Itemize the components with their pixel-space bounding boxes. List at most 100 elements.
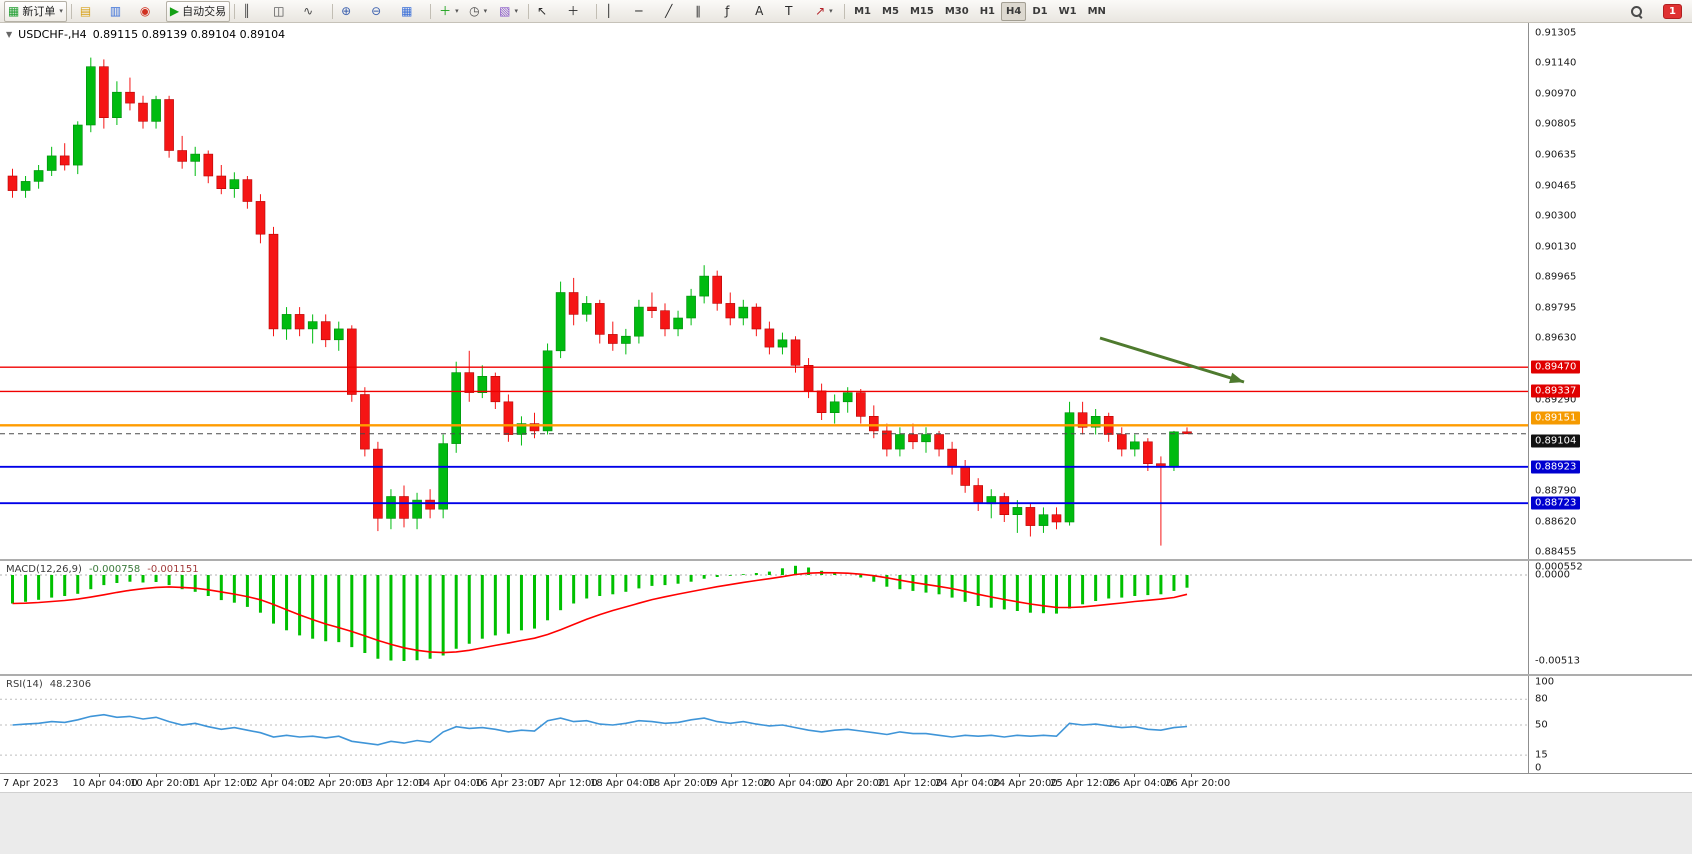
bull-candle [1169, 431, 1179, 468]
bear-candle [255, 201, 266, 235]
rsi-chart[interactable] [0, 676, 1528, 773]
bear-candle [999, 496, 1010, 516]
time-axis-label: 17 Apr 12:00 [532, 778, 598, 789]
crosshair-button[interactable]: ＋ [563, 1, 592, 22]
zoom-out-button[interactable]: ⊖ [367, 1, 396, 22]
candlestick-chart[interactable] [0, 23, 1528, 559]
time-axis-label: 13 Apr 12:00 [360, 778, 426, 789]
macd-axis-label: 0.000552 [1535, 561, 1583, 573]
time-axis-tick [1133, 774, 1135, 777]
bull-candle [581, 303, 592, 315]
price-line-label: 0.89104 [1531, 434, 1581, 448]
bull-candle [112, 91, 122, 118]
bear-candle [177, 150, 187, 162]
bear-candle [725, 303, 736, 319]
periods-button[interactable]: ◷ ▾ [465, 1, 494, 22]
time-axis-tick [501, 774, 502, 777]
line-chart-button[interactable]: ∿ [299, 1, 328, 22]
time-axis-tick [846, 774, 847, 777]
zoom-in-button[interactable]: ⊕ [337, 1, 366, 22]
time-axis-tick [558, 774, 560, 777]
text-label-icon: T [785, 4, 793, 18]
bear-candle [607, 334, 618, 344]
bear-candle [594, 303, 605, 335]
community-button[interactable]: ◉ [136, 1, 165, 22]
macd-signal-value: -0.001151 [147, 564, 199, 575]
timeframe-h1-button[interactable]: H1 [979, 5, 996, 17]
notification-badge[interactable]: 1 [1663, 3, 1682, 19]
timeframe-mn-button[interactable]: MN [1087, 5, 1106, 17]
fibonacci-button[interactable]: ƒ [721, 1, 750, 22]
time-axis-tick [213, 774, 215, 777]
bear-candle [1117, 434, 1127, 450]
equidistant-channel-button[interactable]: ∥ [691, 1, 720, 22]
macd-chart[interactable] [0, 561, 1528, 674]
rsi-value: 48.2306 [49, 679, 92, 690]
zoom-out-icon: ⊖ [371, 4, 382, 18]
bull-candle [46, 155, 57, 171]
time-axis[interactable]: 7 Apr 2023 10 Apr 04:00 10 Apr 20:00 11 Apr… [0, 773, 1692, 792]
bear-candle [464, 372, 475, 393]
timeframe-m5-button[interactable]: M5 [882, 5, 899, 17]
price-axis-label: 0.88790 [1535, 485, 1577, 497]
bar-chart-button[interactable]: ║ [239, 1, 268, 22]
clock-icon: ◷ [469, 4, 480, 18]
timeframe-h4-button[interactable]: H4 [1001, 1, 1027, 21]
bull-candle [438, 443, 449, 510]
time-axis-label: 25 Apr 12:00 [1050, 778, 1116, 789]
bear-candle [346, 328, 357, 395]
text-label-button[interactable]: T [781, 1, 810, 22]
cursor-button[interactable]: ↖ [533, 1, 562, 22]
time-axis-tick [961, 774, 962, 777]
panel-splitter[interactable] [0, 674, 1692, 676]
price-line-label: 0.88923 [1531, 460, 1581, 474]
bear-candle [399, 496, 409, 519]
bull-candle [386, 496, 396, 519]
timeframe-w1-button[interactable]: W1 [1058, 5, 1077, 17]
bear-candle [425, 499, 435, 510]
search-button[interactable] [1626, 1, 1655, 22]
rsi-panel: RSI(14) 48.2306 100 80 50 15 0 [0, 676, 1692, 774]
bear-candle [203, 153, 214, 177]
new-chart-button[interactable]: ▤ [76, 1, 105, 22]
timeframe-m15-button[interactable]: M15 [909, 5, 934, 17]
price-axis-label: 0.91140 [1535, 57, 1577, 69]
candlestick-chart-button[interactable]: ◫ [269, 1, 298, 22]
horizontal-line-icon: ─ [635, 4, 643, 18]
timeframe-d1-button[interactable]: D1 [1032, 5, 1048, 17]
chart-menu-icon[interactable]: ▼ [6, 30, 13, 39]
vertical-line-button[interactable]: │ [601, 1, 630, 22]
tile-windows-button[interactable]: ▦ [397, 1, 426, 22]
time-axis-label: 12 Apr 20:00 [302, 778, 368, 789]
text-button[interactable]: A [751, 1, 780, 22]
time-axis-label: 24 Apr 04:00 [935, 778, 1001, 789]
bull-candle [842, 392, 853, 403]
templates-button[interactable]: ▧ ▾ [495, 1, 524, 22]
autotrading-button[interactable]: ▶ 自动交易 [165, 0, 231, 22]
bull-candle [86, 66, 96, 126]
arrows-button[interactable]: ↗ ▾ [811, 1, 840, 22]
time-axis-label: 11 Apr 12:00 [187, 778, 253, 789]
bull-candle [33, 170, 44, 182]
bear-candle [960, 466, 971, 486]
new-order-button[interactable]: ▦ 新订单 ▾ [4, 0, 67, 22]
fibonacci-icon: ƒ [725, 4, 730, 18]
bull-candle [673, 317, 683, 330]
indicators-button[interactable]: ＋ ▾ [435, 1, 464, 22]
profiles-button[interactable]: ▥ [106, 1, 135, 22]
timeframe-m30-button[interactable]: M30 [944, 5, 969, 17]
price-axis-label: 0.89630 [1535, 332, 1577, 344]
horizontal-line-button[interactable]: ─ [631, 1, 660, 22]
timeframe-m1-button[interactable]: M1 [854, 5, 872, 17]
price-chart-panel: ▼ USDCHF-,H4 0.89115 0.89139 0.89104 0.8… [0, 23, 1692, 559]
time-axis-tick [271, 774, 272, 777]
bear-candle [934, 434, 944, 450]
trend-arrow-annotation[interactable] [1099, 336, 1245, 384]
zoom-in-icon: ⊕ [341, 4, 352, 18]
time-axis-label: 20 Apr 04:00 [762, 778, 828, 789]
macd-value: -0.000758 [88, 564, 141, 575]
panel-splitter[interactable] [0, 559, 1692, 561]
price-axis-label: 0.88455 [1535, 546, 1577, 558]
bull-candle [1012, 507, 1023, 515]
trendline-button[interactable]: ╱ [661, 1, 690, 22]
